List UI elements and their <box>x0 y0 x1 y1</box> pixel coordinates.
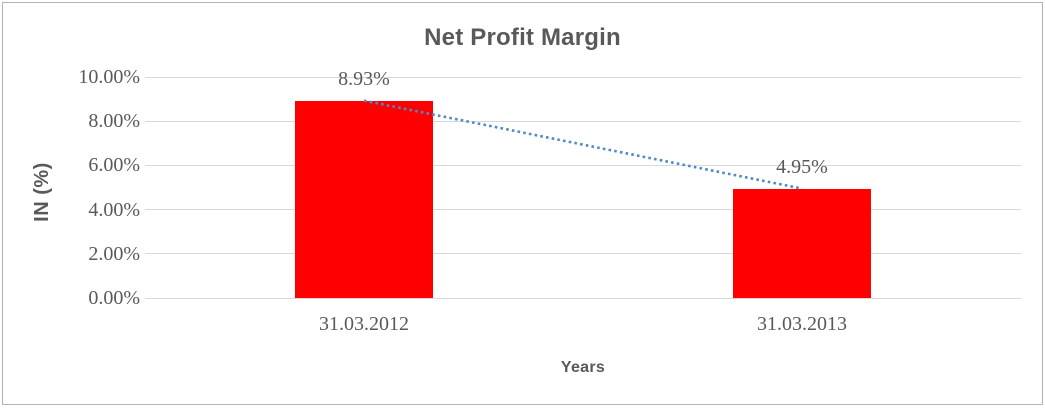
y-tick-label: 8.00% <box>88 110 140 133</box>
bar-data-label: 8.93% <box>338 67 390 90</box>
gridline <box>145 209 1021 211</box>
gridline <box>145 120 1021 122</box>
bar <box>733 188 871 298</box>
gridline <box>145 297 1021 299</box>
gridline <box>145 76 1021 78</box>
trendline-svg <box>363 99 803 190</box>
x-category-label: 31.03.2013 <box>757 313 847 335</box>
y-tick-label: 6.00% <box>88 154 140 177</box>
chart-title: Net Profit Margin <box>424 24 621 51</box>
bar-data-label: 4.95% <box>776 155 828 178</box>
x-axis-title: Years <box>560 359 606 376</box>
y-tick-label: 4.00% <box>88 198 140 221</box>
gridline <box>145 164 1021 166</box>
gridline <box>145 253 1021 255</box>
bar <box>295 100 433 298</box>
y-tick-label: 2.00% <box>88 242 140 265</box>
trendline <box>363 99 803 190</box>
y-tick-label: 0.00% <box>88 287 140 309</box>
y-tick-label: 10.00% <box>78 66 140 88</box>
x-category-label: 31.03.2012 <box>319 313 409 335</box>
